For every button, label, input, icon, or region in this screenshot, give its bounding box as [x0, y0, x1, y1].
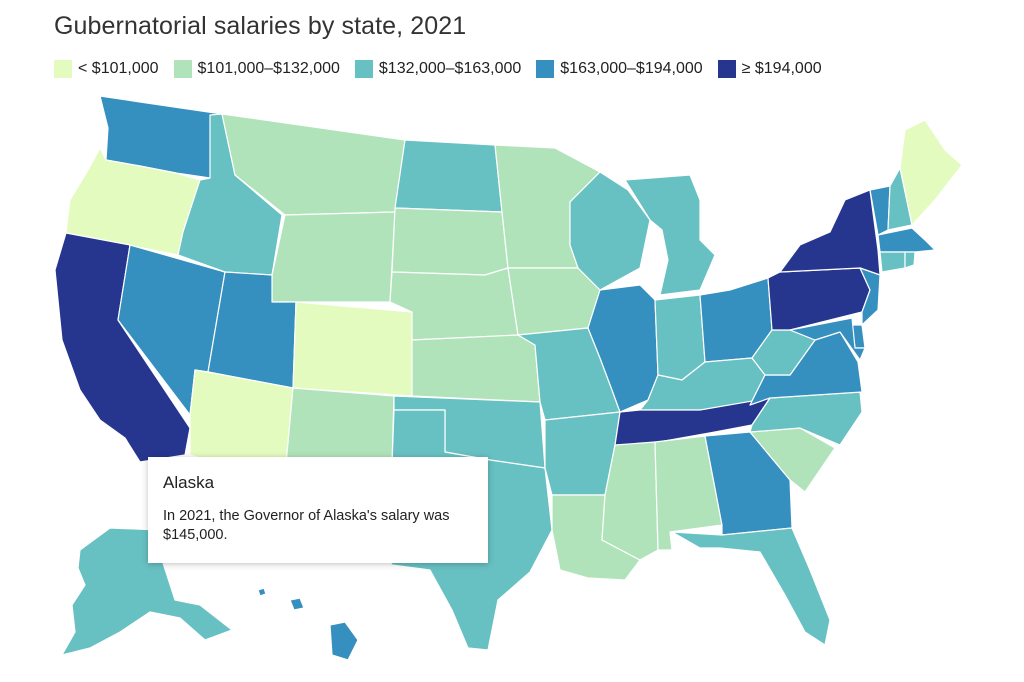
legend-label: < $101,000 [78, 60, 159, 77]
state-rhode-island[interactable] [904, 251, 916, 269]
legend-label: ≥ $194,000 [741, 60, 822, 77]
legend: < $101,000 $101,000–$132,000 $132,000–$1… [54, 60, 837, 78]
legend-swatch [354, 60, 373, 78]
legend-item-4[interactable]: ≥ $194,000 [717, 60, 822, 78]
state-michigan[interactable] [624, 174, 716, 296]
tooltip-body: In 2021, the Governor of Alaska's salary… [163, 508, 450, 543]
state-colorado[interactable] [292, 301, 413, 397]
state-illinois[interactable] [587, 284, 659, 413]
legend-swatch [536, 60, 555, 78]
state-new-york[interactable] [779, 189, 881, 276]
legend-item-3[interactable]: $163,000–$194,000 [536, 60, 703, 78]
state-hawaii-big-island[interactable] [329, 621, 359, 661]
legend-label: $132,000–$163,000 [378, 60, 522, 77]
state-connecticut[interactable] [879, 251, 906, 273]
state-wisconsin[interactable] [569, 171, 651, 291]
legend-swatch [173, 60, 192, 78]
state-south-dakota[interactable] [391, 207, 509, 276]
state-hawaii[interactable] [257, 587, 267, 597]
legend-item-1[interactable]: $101,000–$132,000 [173, 60, 340, 78]
state-north-dakota[interactable] [394, 139, 503, 213]
legend-label: $163,000–$194,000 [560, 60, 703, 77]
state-massachusetts[interactable] [877, 227, 936, 253]
state-iowa[interactable] [507, 267, 601, 336]
state-florida[interactable] [671, 527, 831, 646]
map-title: Gubernatorial salaries by state, 2021 [54, 12, 467, 40]
legend-swatch [54, 60, 72, 78]
legend-swatch [717, 60, 736, 78]
state-hawaii-islands[interactable] [289, 597, 305, 611]
state-pennsylvania[interactable] [767, 267, 871, 331]
state-tooltip: Alaska In 2021, the Governor of Alaska's… [148, 457, 488, 563]
legend-item-0[interactable]: < $101,000 [54, 60, 159, 78]
legend-item-2[interactable]: $132,000–$163,000 [354, 60, 522, 78]
state-maryland[interactable] [789, 317, 866, 361]
state-wyoming[interactable] [271, 211, 396, 303]
state-kansas[interactable] [411, 334, 541, 403]
tooltip-title: Alaska [163, 473, 215, 492]
legend-label: $101,000–$132,000 [197, 60, 340, 77]
state-maine[interactable] [899, 119, 963, 226]
